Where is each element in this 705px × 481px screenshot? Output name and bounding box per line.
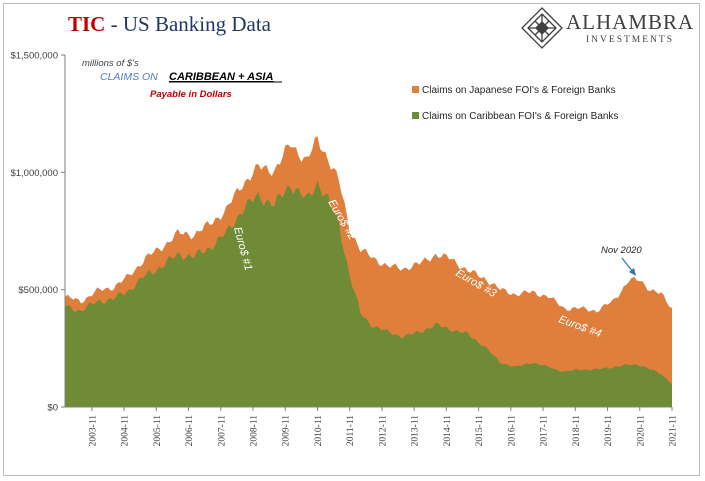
units-note: millions of $'s bbox=[82, 58, 139, 69]
legend-swatch-japanese bbox=[412, 86, 419, 93]
x-tick-label: 2018-11 bbox=[572, 415, 582, 447]
nov2020-arrow-line bbox=[621, 257, 634, 273]
chart-title-emph: CARIBBEAN + ASIA bbox=[169, 71, 273, 83]
y-tick-label: $0 bbox=[47, 403, 58, 414]
x-tick-label: 2003-11 bbox=[88, 415, 98, 447]
x-tick-label: 2011-11 bbox=[346, 415, 356, 446]
y-tick-label: $1,000,000 bbox=[10, 168, 58, 179]
x-tick-label: 2010-11 bbox=[314, 415, 324, 447]
logo-subtitle: INVESTMENTS bbox=[586, 35, 674, 45]
x-tick-label: 2004-11 bbox=[121, 415, 131, 447]
x-tick-label: 2007-11 bbox=[217, 415, 227, 447]
x-tick-label: 2016-11 bbox=[507, 415, 517, 447]
brand-logo: ALHAMBRA INVESTMENTS bbox=[520, 6, 700, 50]
nov2020-label: Nov 2020 bbox=[601, 245, 642, 256]
y-tick-label: $1,500,000 bbox=[10, 51, 58, 62]
chart-frame bbox=[3, 3, 700, 476]
legend-swatch-caribbean bbox=[412, 112, 419, 119]
x-tick-label: 2006-11 bbox=[185, 415, 195, 447]
nov2020-arrow-head bbox=[629, 268, 636, 276]
legend-label-caribbean: Claims on Caribbean FOI's & Foreign Bank… bbox=[422, 111, 618, 122]
x-tick-label: 2019-11 bbox=[604, 415, 614, 447]
title-main: TIC bbox=[68, 12, 106, 36]
logo-name: ALHAMBRA bbox=[566, 10, 695, 34]
x-tick-label: 2017-11 bbox=[540, 415, 550, 447]
chart-subtitle: Payable in Dollars bbox=[150, 89, 232, 100]
legend-label-japanese: Claims on Japanese FOI's & Foreign Banks bbox=[422, 85, 616, 96]
series-caribbean-area bbox=[65, 180, 672, 407]
y-tick-label: $500,000 bbox=[18, 285, 58, 296]
diamond-lattice-icon bbox=[521, 7, 563, 49]
page-title: TIC - US Banking Data bbox=[68, 12, 271, 37]
x-tick-label: 2009-11 bbox=[282, 415, 292, 447]
x-tick-label: 2014-11 bbox=[443, 415, 453, 447]
x-tick-label: 2008-11 bbox=[250, 415, 260, 447]
x-tick-label: 2021-11 bbox=[669, 415, 679, 447]
x-tick-label: 2020-11 bbox=[636, 415, 646, 447]
x-tick-label: 2013-11 bbox=[411, 415, 421, 447]
x-tick-label: 2005-11 bbox=[153, 415, 163, 447]
title-sub: - US Banking Data bbox=[105, 12, 272, 36]
x-tick-label: 2015-11 bbox=[475, 415, 485, 447]
chart-title-prefix: CLAIMS ON bbox=[100, 71, 158, 83]
x-tick-label: 2012-11 bbox=[378, 415, 388, 447]
